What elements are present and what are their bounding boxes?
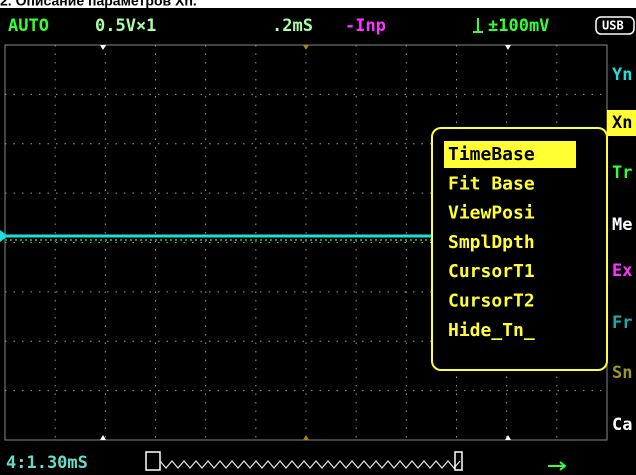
caption: 2. Описание параметров Xn. [0, 0, 197, 9]
side-menu: Yn Xn Tr Me Ex Fr Sn Ca [612, 65, 632, 435]
popup-item: TimeBase [448, 144, 535, 165]
popup-highlight [444, 141, 576, 168]
usb-icon [595, 16, 635, 35]
volts: 0.5V×1 [95, 16, 156, 36]
trigger-arrow [548, 461, 567, 471]
popup-items: TimeBase Fit Base ViewPosi SmplDpth CursorT1… [448, 144, 535, 341]
side-menu-item: Ex [612, 261, 632, 281]
trace-marker [0, 230, 8, 242]
usb: USB [602, 19, 624, 33]
timebase: .2mS [272, 16, 313, 36]
popup-item: ViewPosi [448, 203, 535, 224]
popup-item: CursorT1 [448, 261, 535, 282]
input: -Inp [345, 16, 386, 36]
side-menu-item: Me [612, 215, 632, 235]
popup-item: SmplDpth [448, 232, 535, 253]
popup-item: Fit Base [448, 173, 535, 194]
memory-bar [159, 460, 461, 469]
popup-item: Hide_Tn_ [448, 320, 535, 341]
trigger: ±100mV [488, 16, 549, 36]
side-menu-item: Tr [612, 163, 632, 183]
side-menu-item: Sn [612, 363, 632, 383]
popup-item: CursorT2 [448, 291, 535, 312]
side-menu-item: Fr [612, 313, 632, 333]
side-highlight [607, 110, 636, 136]
popup-menu [431, 127, 608, 371]
caption-strip [0, 0, 636, 8]
side-menu-item: Xn [612, 113, 632, 133]
mode: AUTO [8, 16, 49, 36]
trigger-icon [473, 18, 483, 33]
side-menu-item: Ca [612, 415, 632, 435]
side-menu-item: Yn [612, 65, 632, 85]
bar-end [454, 451, 463, 471]
position: 4:1.30mS [6, 453, 88, 473]
